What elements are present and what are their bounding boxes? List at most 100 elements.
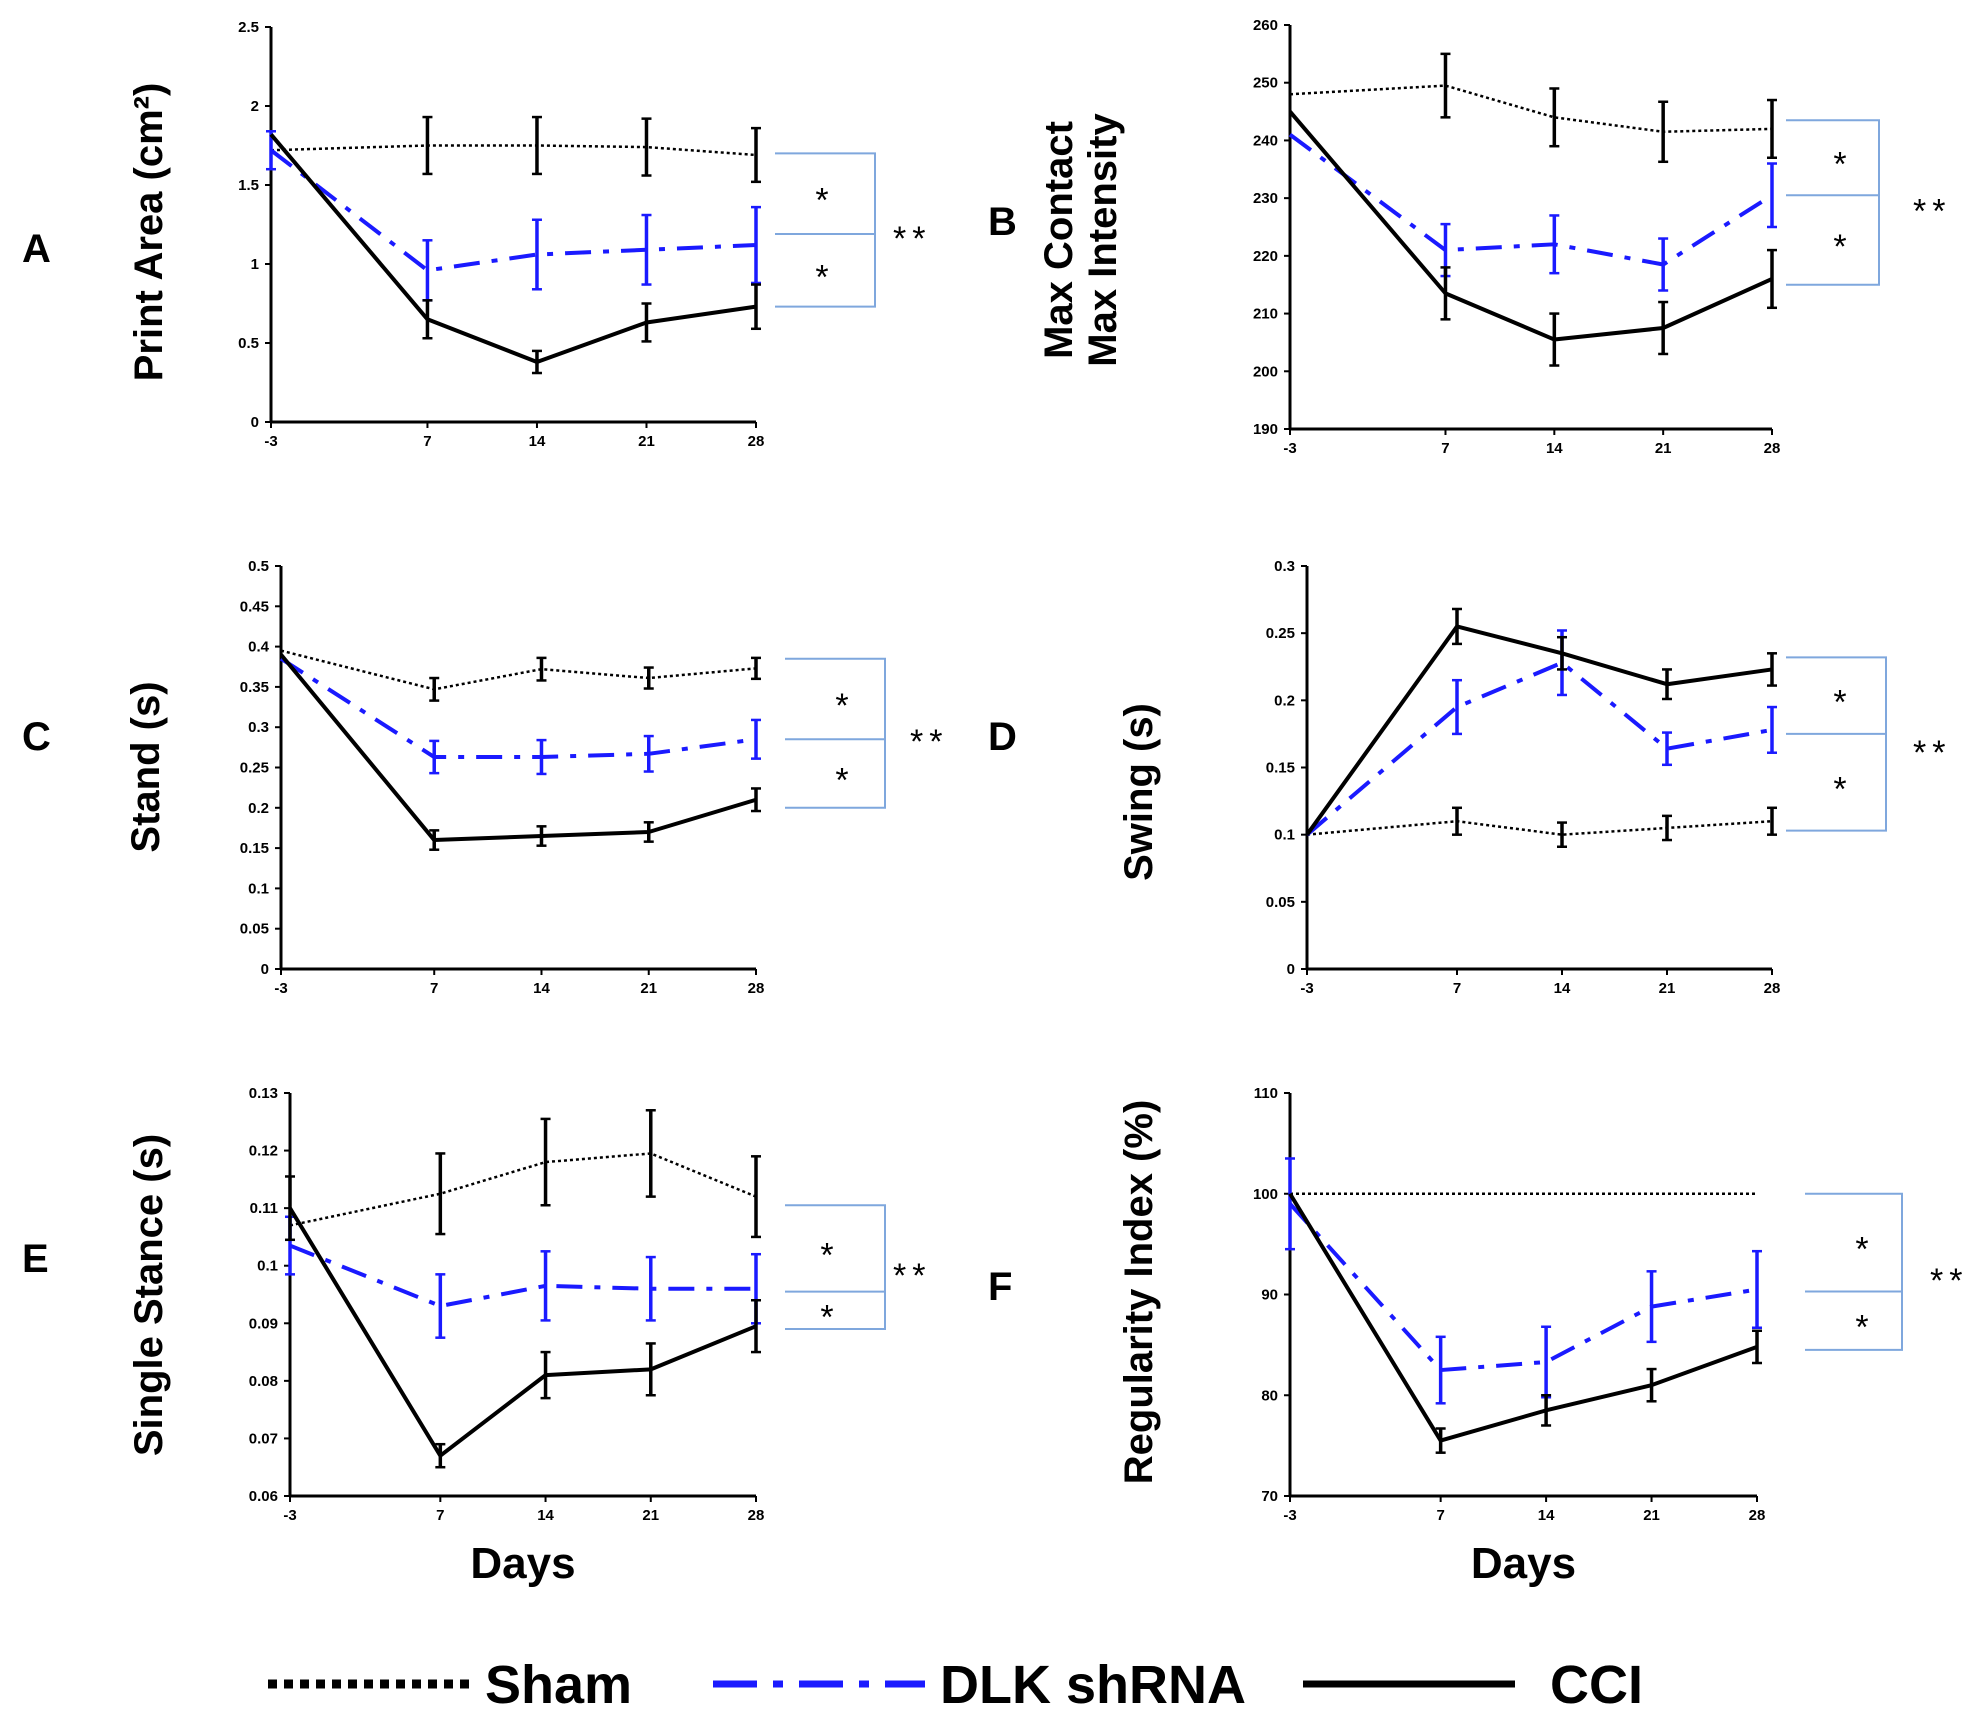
- x-axis-title: Days: [1471, 1539, 1576, 1588]
- series-sham: [1289, 52, 1777, 164]
- panel-letter: E: [22, 1237, 49, 1281]
- y-tick-label: 190: [1253, 421, 1278, 438]
- series-sham: [270, 115, 761, 184]
- y-tick-label: 0.45: [240, 598, 269, 615]
- x-tick-label: 7: [1441, 440, 1449, 457]
- series-line-dlk: [289, 1243, 756, 1309]
- significance-double-star: **: [893, 220, 931, 258]
- y-tick-label: 0.05: [240, 921, 269, 938]
- y-tick-label: 0.2: [248, 800, 269, 817]
- x-tick-label: 21: [638, 433, 655, 450]
- series-line-cci: [1305, 624, 1773, 836]
- y-tick-label: 0.13: [249, 1085, 278, 1102]
- x-tick-label: 14: [1546, 440, 1563, 457]
- x-tick-label: -3: [264, 433, 277, 450]
- y-tick-label: 240: [1253, 132, 1278, 149]
- legend-label: Sham: [485, 1655, 632, 1715]
- significance-star-lower: *: [820, 1298, 833, 1336]
- significance-double-star: **: [910, 723, 948, 761]
- y-axis-title: Stand (s): [124, 681, 168, 852]
- y-axis-title: Print Area (cm²): [127, 83, 171, 382]
- y-tick-label: 0.15: [240, 840, 269, 857]
- y-tick-label: 110: [1254, 1085, 1278, 1102]
- y-tick-label: 0.15: [1266, 760, 1295, 777]
- bracket-outline: [1805, 1192, 1903, 1351]
- y-tick-label: 0.12: [249, 1143, 278, 1160]
- significance-double-star: **: [1913, 192, 1951, 230]
- y-tick-label: 0.3: [1274, 558, 1295, 575]
- legend-label: DLK shRNA: [940, 1655, 1246, 1715]
- y-tick-label: 210: [1253, 306, 1278, 323]
- series-line-cci: [1288, 1192, 1758, 1443]
- y-tick-label: 0.4: [248, 639, 270, 656]
- x-axis-title: Days: [470, 1539, 575, 1588]
- series-cci: [269, 133, 761, 375]
- x-tick-label: 7: [1453, 980, 1461, 997]
- y-tick-label: 0.3: [248, 719, 269, 736]
- series-sham: [280, 649, 761, 702]
- y-axis-title-line: Print Area (cm²): [127, 83, 171, 382]
- series-line-sham: [1306, 819, 1773, 836]
- significance-star-lower: *: [835, 762, 848, 800]
- panel-f: 70 80 90 100 110 -3 7 14 21 28 F Regularity Index (…: [988, 1085, 1962, 1588]
- y-tick-label: 1: [251, 256, 259, 273]
- y-tick-label: 0.2: [1274, 692, 1295, 709]
- series-line-dlk: [269, 148, 757, 273]
- series-sham: [289, 1109, 761, 1239]
- series-dlk: [279, 657, 761, 776]
- y-tick-label: 0.35: [240, 679, 269, 696]
- significance-bracket: ****: [775, 152, 931, 308]
- series-dlk: [1285, 1157, 1762, 1405]
- x-tick-label: -3: [1283, 440, 1296, 457]
- y-tick-label: 100: [1253, 1186, 1278, 1203]
- significance-star-lower: *: [815, 258, 828, 296]
- y-tick-label: 0.07: [249, 1430, 278, 1447]
- significance-star-lower: *: [1855, 1309, 1868, 1347]
- panel-letter: C: [22, 715, 51, 759]
- series-line-sham: [280, 649, 757, 691]
- panel-a: 00.511.522.5-3 7 14 21 28A Print Area (cm²) **…: [22, 19, 931, 450]
- series-dlk: [1305, 629, 1777, 837]
- y-tick-label: 70: [1261, 1488, 1278, 1505]
- x-tick-label: 28: [1764, 440, 1781, 457]
- panel-letter: A: [22, 227, 51, 271]
- significance-star-lower: *: [1833, 770, 1846, 808]
- y-axis-title-line: Swing (s): [1117, 703, 1161, 881]
- y-tick-label: 0.25: [1266, 625, 1295, 642]
- x-tick-label: 21: [1659, 980, 1676, 997]
- y-tick-label: 0.5: [238, 335, 259, 352]
- significance-star-upper: *: [820, 1236, 833, 1274]
- y-axis-title-line: Stand (s): [124, 681, 168, 852]
- y-axis-title: Max Contact Max Intensity: [1037, 113, 1125, 367]
- x-tick-label: -3: [283, 1507, 296, 1524]
- y-tick-label: 0: [1287, 961, 1295, 978]
- bracket-outline: [775, 152, 876, 308]
- y-tick-label: 2.5: [238, 19, 259, 36]
- x-tick-label: 7: [423, 433, 431, 450]
- legend-label: CCI: [1550, 1655, 1643, 1715]
- y-tick-label: 230: [1253, 190, 1278, 207]
- bracket-outline: [785, 1204, 886, 1331]
- series-cci: [1288, 110, 1777, 367]
- x-tick-label: 28: [1749, 1507, 1766, 1524]
- series-line-sham: [1289, 84, 1773, 134]
- series-line-dlk: [1288, 133, 1774, 267]
- y-tick-label: 0.11: [250, 1200, 278, 1217]
- significance-bracket: ****: [1805, 1192, 1962, 1351]
- y-tick-label: 260: [1253, 17, 1278, 34]
- y-tick-label: 0.09: [249, 1315, 278, 1332]
- series-cci: [1305, 607, 1777, 836]
- y-tick-label: 0: [251, 414, 259, 431]
- series-line-cci: [288, 1207, 757, 1458]
- x-tick-label: 14: [537, 1507, 554, 1524]
- series-cci: [279, 653, 761, 851]
- y-tick-label: 0.1: [248, 880, 269, 897]
- series-line-sham: [270, 144, 757, 157]
- x-tick-label: 7: [430, 980, 438, 997]
- series-sham: [1306, 806, 1777, 849]
- significance-bracket: ****: [785, 657, 948, 809]
- y-axis-title: Single Stance (s): [127, 1134, 171, 1456]
- significance-star-upper: *: [835, 687, 848, 725]
- y-tick-label: 0.1: [1274, 827, 1295, 844]
